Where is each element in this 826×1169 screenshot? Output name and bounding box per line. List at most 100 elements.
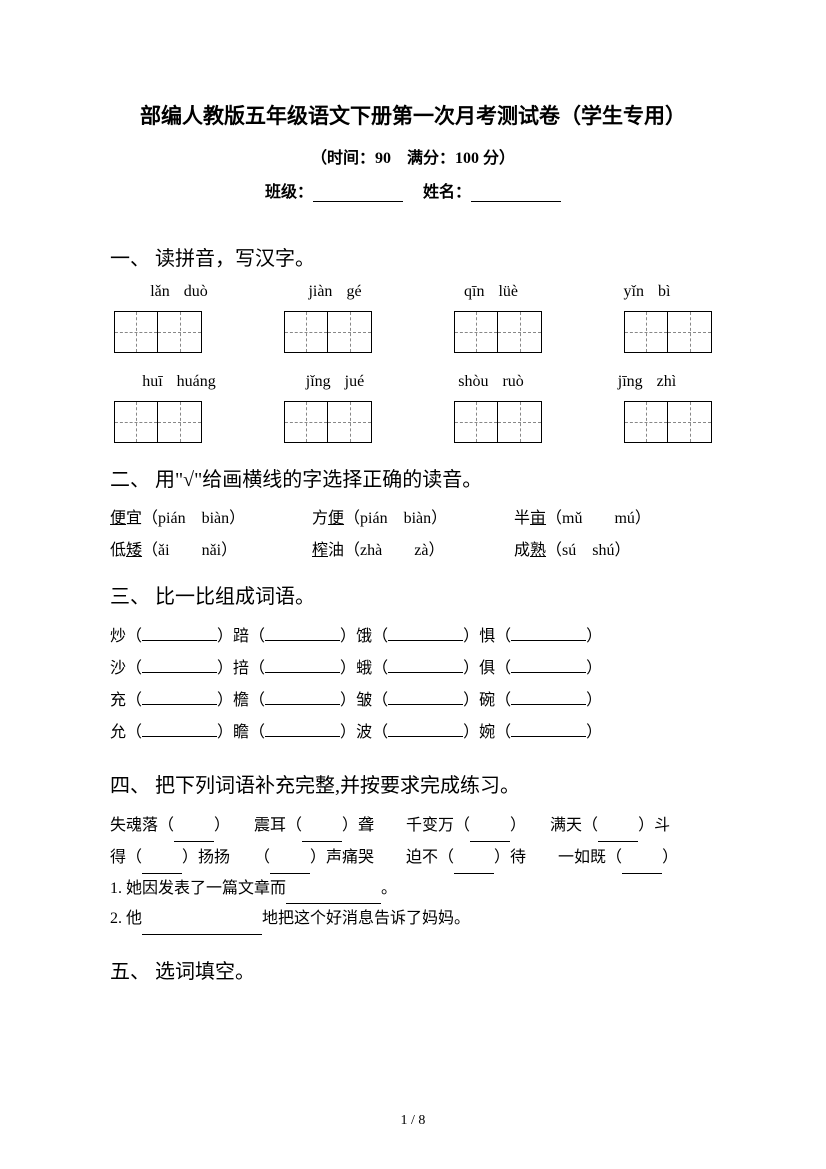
fill-blank[interactable]: [511, 657, 586, 673]
fill-blank[interactable]: [511, 625, 586, 641]
q2-opts: （pián biàn）: [344, 510, 447, 527]
fill-blank[interactable]: [142, 689, 217, 705]
q3-item: 沙（）: [110, 653, 233, 685]
pinyin: bì: [658, 283, 670, 301]
q3-close: ）: [217, 653, 233, 685]
q3-close: ）: [340, 621, 356, 653]
q3-char: 炒（: [110, 621, 142, 653]
q4-text: ）扬扬 （: [182, 849, 270, 866]
page-title: 部编人教版五年级语文下册第一次月考测试卷（学生专用）: [110, 100, 716, 130]
q3-item: 掊（）: [233, 653, 356, 685]
q2-item: 榨油（zhà zà）: [312, 536, 514, 560]
class-label: 班级：: [265, 184, 313, 201]
char-box-pair[interactable]: [454, 401, 542, 443]
class-blank[interactable]: [313, 186, 403, 202]
fill-blank[interactable]: [511, 721, 586, 737]
q3-close: ）: [340, 717, 356, 749]
q3-item: 檐（）: [233, 685, 356, 717]
fill-blank[interactable]: [388, 721, 463, 737]
fill-blank[interactable]: [142, 625, 217, 641]
fill-blank[interactable]: [598, 826, 638, 842]
q3-item: 饿（ ）: [356, 621, 479, 653]
q3-char: 掊（: [233, 653, 265, 685]
q4-text: ） 满天（: [510, 817, 598, 834]
pinyin: lüè: [498, 283, 518, 301]
fill-blank[interactable]: [511, 689, 586, 705]
pinyin: jiàn: [308, 283, 332, 301]
q3-item: 蛾（）: [356, 653, 479, 685]
pinyin: yǐn: [624, 283, 644, 301]
fill-blank[interactable]: [622, 858, 662, 874]
q3-char: 踣（: [233, 621, 265, 653]
q2-opts: （mǔ mú）: [546, 510, 651, 527]
q3-char: 饿（: [356, 621, 388, 653]
fill-blank[interactable]: [286, 888, 381, 904]
pinyin: jīng: [618, 373, 643, 391]
pinyin-group: jǐngjué: [270, 373, 400, 395]
boxes-row-1: [110, 311, 716, 353]
q3-close: ）: [217, 685, 233, 717]
pinyin-group: lǎnduò: [114, 283, 244, 305]
char-box-pair[interactable]: [284, 311, 372, 353]
q3-item: 充（）: [110, 685, 233, 717]
q3-item: 惧（）: [479, 621, 602, 653]
section5-title: 五、 选词填空。: [110, 955, 716, 984]
q3-close: ）: [463, 653, 479, 685]
fill-blank[interactable]: [142, 858, 182, 874]
fill-blank[interactable]: [454, 858, 494, 874]
char-box-pair[interactable]: [624, 311, 712, 353]
q3-item: 踣（ ）: [233, 621, 356, 653]
section4-title: 四、 把下列词语补充完整,并按要求完成练习。: [110, 769, 716, 798]
q3-close: ）: [340, 685, 356, 717]
pinyin-group: jīngzhì: [582, 373, 712, 395]
q3-close: ）: [586, 621, 602, 653]
fill-blank[interactable]: [174, 826, 214, 842]
fill-blank[interactable]: [142, 657, 217, 673]
q2-word: 榨: [312, 542, 328, 559]
fill-blank[interactable]: [142, 721, 217, 737]
char-box-pair[interactable]: [624, 401, 712, 443]
q3-item: 炒（）: [110, 621, 233, 653]
q3-char: 碗（: [479, 685, 511, 717]
q2-item: 低矮（ǎi nǎi）: [110, 536, 312, 560]
char-box-pair[interactable]: [114, 401, 202, 443]
char-box-pair[interactable]: [454, 311, 542, 353]
char-box-pair[interactable]: [114, 311, 202, 353]
q2-item: 方便（pián biàn）: [312, 504, 514, 528]
q2-opts: （ǎi nǎi）: [142, 542, 237, 559]
q4-text: 得（: [110, 849, 142, 866]
pinyin-group: shòuruò: [426, 373, 556, 395]
q2-opts: （sú shú）: [546, 542, 630, 559]
char-box-pair[interactable]: [284, 401, 372, 443]
fill-blank[interactable]: [265, 721, 340, 737]
q4-sub-text: 2. 他: [110, 910, 142, 927]
fill-blank[interactable]: [270, 858, 310, 874]
q2-prefix: 方: [312, 510, 328, 527]
q3-close: ）: [217, 717, 233, 749]
q3-char: 允（: [110, 717, 142, 749]
fill-blank[interactable]: [265, 625, 340, 641]
q3-row: 允（）瞻（）波（）婉（）: [110, 717, 716, 749]
q4-sub-text: 1. 她因发表了一篇文章而: [110, 880, 286, 897]
fill-blank[interactable]: [265, 657, 340, 673]
fill-blank[interactable]: [388, 689, 463, 705]
fill-blank[interactable]: [142, 919, 262, 935]
q4-text: ）斗: [638, 817, 670, 834]
fill-blank[interactable]: [302, 826, 342, 842]
fill-blank[interactable]: [388, 625, 463, 641]
q2-prefix: 半: [514, 510, 530, 527]
fill-blank[interactable]: [470, 826, 510, 842]
q3-close: ）: [463, 621, 479, 653]
pinyin: gé: [346, 283, 361, 301]
fill-blank[interactable]: [265, 689, 340, 705]
fill-blank[interactable]: [388, 657, 463, 673]
q4-text: ）聋 千变万（: [342, 817, 470, 834]
q2-row-2: 低矮（ǎi nǎi） 榨油（zhà zà） 成熟（sú shú）: [110, 536, 716, 560]
q3-close: ）: [586, 685, 602, 717]
q4-sub-text: 地把这个好消息告诉了妈妈。: [262, 910, 470, 927]
q2-prefix: 低: [110, 542, 126, 559]
pinyin: huī: [142, 373, 162, 391]
q2-opts: （pián biàn）: [142, 510, 245, 527]
name-blank[interactable]: [471, 186, 561, 202]
pinyin-group: jiàngé: [270, 283, 400, 305]
